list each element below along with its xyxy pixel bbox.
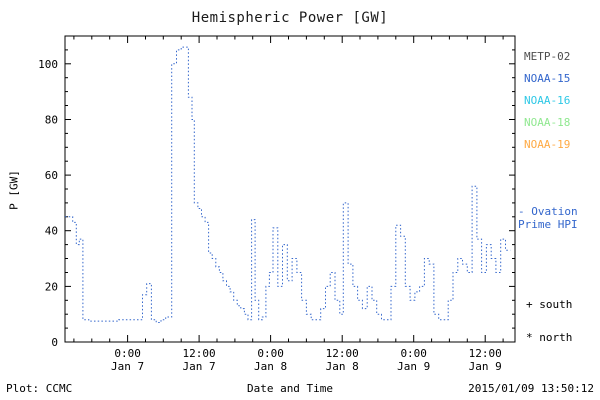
y-axis: 0 20 40 60 80 100 [38,35,515,349]
x-tick-time-label: 0:00 [114,347,141,360]
x-tick-time-label: 0:00 [257,347,284,360]
north-marker-label: * north [526,331,573,344]
south-marker-label: + south [526,298,573,311]
y-tick-label: 60 [45,169,58,182]
x-tick-date-label: Jan 7 [183,360,216,373]
timestamp: 2015/01/09 13:50:12 [468,382,594,395]
legend-item-noaa19: NOAA-19 [524,138,571,151]
plot-frame [64,35,516,343]
ovation-prime-label-line1: - Ovation [518,205,578,218]
x-tick-date-label: Jan 7 [111,360,144,373]
y-axis-title: P [GW] [7,170,21,210]
x-tick-date-label: Jan 8 [254,360,287,373]
x-tick-date-label: Jan 9 [469,360,502,373]
legend-item-metp02: METP-02 [524,50,571,63]
x-tick-date-label: Jan 8 [326,360,359,373]
legend-item-noaa18: NOAA-18 [524,116,571,129]
legend-item-noaa15: NOAA-15 [524,72,571,85]
ovation-prime-label: - Ovation Prime HPI [518,205,578,231]
x-tick-time-label: 12:00 [183,347,216,360]
y-tick-label: 40 [45,225,58,238]
x-tick-time-label: 0:00 [400,347,427,360]
satellite-legend: METP-02 NOAA-15 NOAA-16 NOAA-18 NOAA-19 [524,46,570,156]
plot-source: Plot: CCMC [6,382,73,395]
x-tick-date-label: Jan 9 [397,360,430,373]
chart-title: Hemispheric Power [GW] [191,10,389,26]
hpi-step-line [65,46,511,323]
y-tick-label: 80 [45,114,58,127]
x-tick-time-label: 12:00 [469,347,502,360]
y-tick-label: 100 [38,58,58,71]
x-axis-title: Date and Time [246,382,334,395]
y-tick-label: 20 [45,280,58,293]
ovation-prime-label-line2: Prime HPI [518,218,578,231]
y-tick-label: 0 [51,336,58,349]
legend-item-noaa16: NOAA-16 [524,94,571,107]
x-tick-time-label: 12:00 [326,347,359,360]
